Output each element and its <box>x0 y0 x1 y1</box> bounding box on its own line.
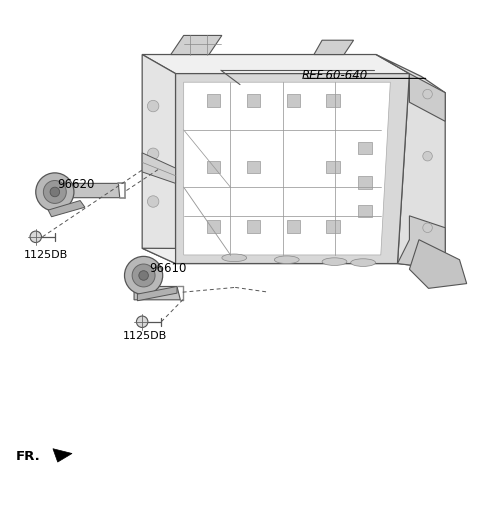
Text: 1125DB: 1125DB <box>24 249 69 260</box>
Circle shape <box>124 257 163 295</box>
Circle shape <box>50 188 60 197</box>
Polygon shape <box>142 55 409 74</box>
Polygon shape <box>137 287 177 301</box>
Polygon shape <box>142 154 176 184</box>
Circle shape <box>147 196 159 208</box>
Polygon shape <box>142 55 176 264</box>
Circle shape <box>423 152 432 162</box>
Polygon shape <box>376 55 445 270</box>
Polygon shape <box>171 36 222 55</box>
Bar <box>247 162 260 174</box>
Circle shape <box>30 232 41 243</box>
Circle shape <box>423 90 432 100</box>
Polygon shape <box>314 41 354 55</box>
Bar <box>287 221 300 233</box>
Text: FR.: FR. <box>16 449 40 462</box>
Bar <box>326 162 340 174</box>
Text: 96620: 96620 <box>58 178 95 190</box>
Bar <box>359 143 372 155</box>
Bar <box>359 206 372 218</box>
Bar <box>287 95 300 107</box>
Polygon shape <box>184 83 390 256</box>
Bar <box>359 177 372 189</box>
Polygon shape <box>142 249 397 264</box>
Circle shape <box>132 265 155 288</box>
Polygon shape <box>134 287 180 300</box>
Text: 96610: 96610 <box>149 261 187 274</box>
Polygon shape <box>409 240 467 289</box>
Bar <box>247 95 260 107</box>
Ellipse shape <box>351 259 375 267</box>
Circle shape <box>36 174 74 212</box>
Ellipse shape <box>275 257 299 264</box>
Text: REF.60-640: REF.60-640 <box>302 68 368 81</box>
Bar <box>247 221 260 233</box>
Ellipse shape <box>322 258 347 266</box>
Circle shape <box>147 149 159 160</box>
Bar <box>326 221 340 233</box>
Text: 1125DB: 1125DB <box>123 330 168 341</box>
Bar <box>207 221 220 233</box>
Polygon shape <box>397 216 445 270</box>
Polygon shape <box>53 449 72 462</box>
Polygon shape <box>72 184 120 199</box>
Circle shape <box>423 223 432 233</box>
Bar <box>326 95 340 107</box>
Bar <box>207 162 220 174</box>
Circle shape <box>43 181 66 204</box>
Polygon shape <box>48 201 85 217</box>
Circle shape <box>136 317 148 328</box>
Ellipse shape <box>222 254 247 262</box>
Circle shape <box>147 101 159 112</box>
Polygon shape <box>409 74 445 122</box>
Polygon shape <box>176 74 409 264</box>
Bar <box>207 95 220 107</box>
Circle shape <box>139 271 148 280</box>
